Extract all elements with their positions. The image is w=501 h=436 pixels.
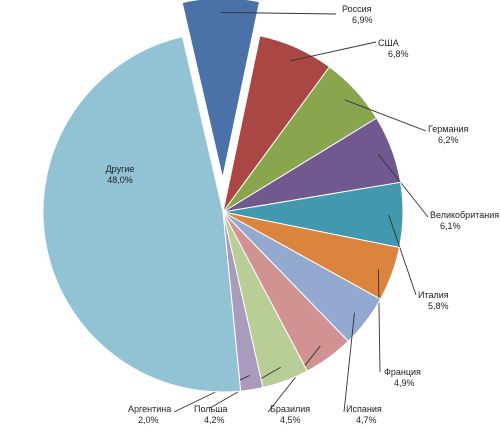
slice-name-label: Франция — [384, 367, 421, 377]
leader-line-5 — [388, 214, 417, 296]
leader-line-1 — [220, 11, 337, 15]
slice-percent-label: 4,9% — [394, 378, 415, 388]
slice-name-label: Другие — [106, 164, 135, 174]
slice-name-label: Россия — [342, 4, 372, 14]
slice-name-label: Италия — [418, 290, 449, 300]
slice-percent-label: 5,8% — [428, 301, 449, 311]
slice-name-label: США — [378, 38, 399, 48]
leader-line-4 — [377, 153, 429, 218]
leader-line-8 — [267, 345, 321, 413]
slice-percent-label: 6,8% — [388, 49, 409, 59]
pie-slice-1 — [181, 0, 261, 179]
pie-slice-11 — [42, 36, 242, 393]
leader-line-6 — [377, 269, 381, 373]
slice-name-label: Германия — [428, 124, 468, 134]
slice-percent-label: 4,2% — [204, 415, 225, 425]
slice-percent-label: 6,9% — [352, 15, 373, 25]
leader-line-2 — [290, 41, 377, 62]
slice-name-label: Испания — [346, 404, 382, 414]
leader-line-3 — [344, 99, 427, 132]
slice-name-label: Польша — [194, 404, 227, 414]
slice-percent-label: 4,7% — [356, 415, 377, 425]
slice-name-label: Великобритания — [430, 210, 499, 220]
slice-percent-label: 6,2% — [438, 135, 459, 145]
slice-name-label: Аргентина — [128, 404, 171, 414]
slice-percent-label: 2,0% — [138, 415, 159, 425]
slice-percent-label: 4,5% — [280, 415, 301, 425]
slice-name-label: Бразилия — [270, 404, 310, 414]
slice-percent-label: 48,0% — [107, 175, 133, 185]
slice-percent-label: 6,1% — [440, 221, 461, 231]
leader-line-7 — [343, 312, 355, 413]
